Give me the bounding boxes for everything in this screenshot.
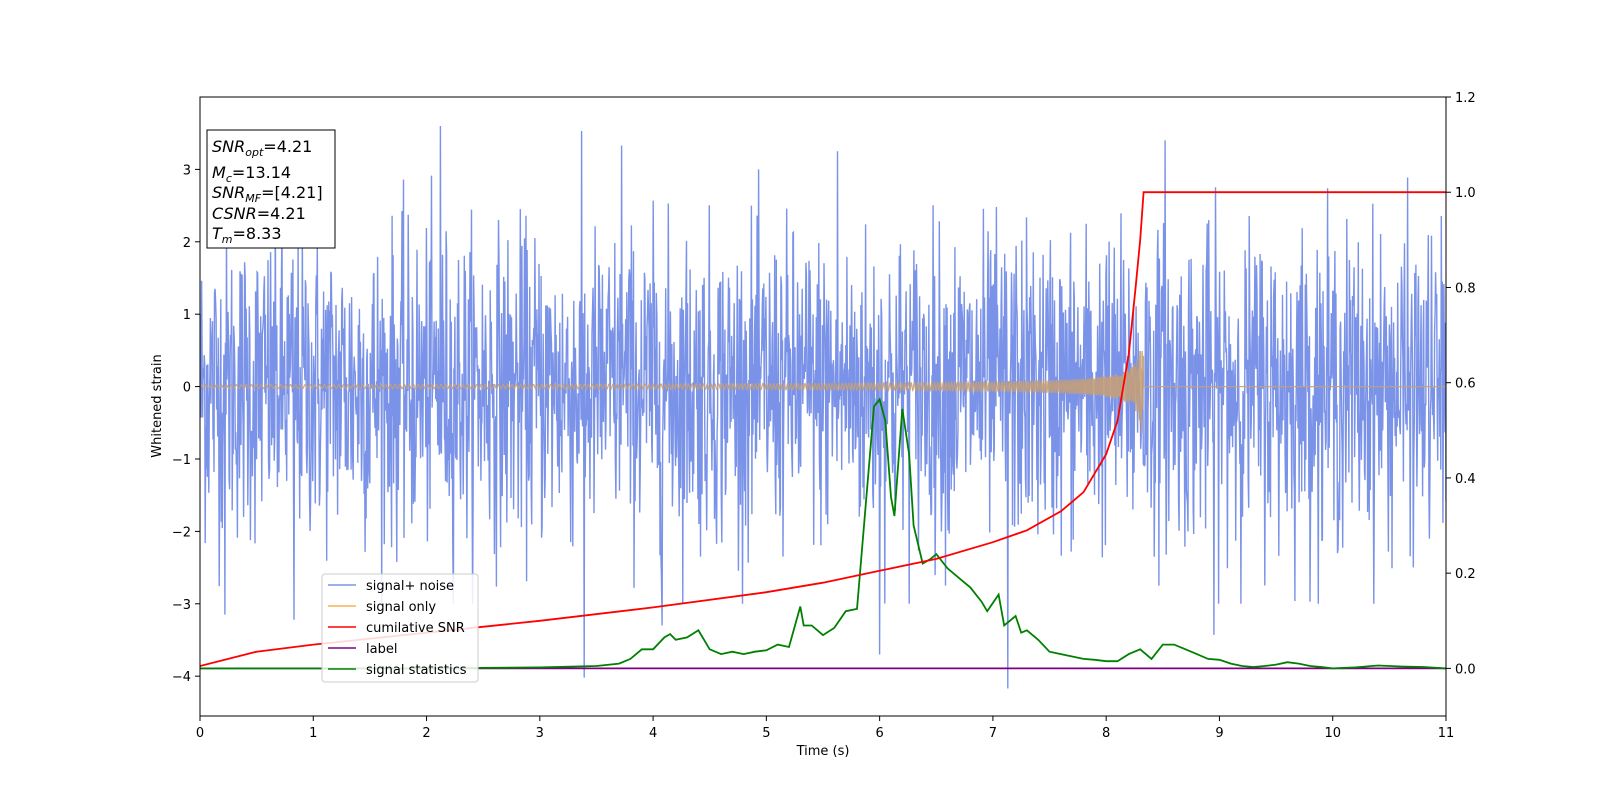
y-tick-label: −4	[172, 670, 191, 685]
legend-label-signal-statistics: signal statistics	[366, 663, 467, 678]
y2-tick-label: 1.0	[1455, 186, 1476, 201]
x-tick-label: 4	[649, 726, 657, 741]
legend: signal+ noise signal only cumilative SNR…	[321, 573, 479, 683]
y-axis-right: 1.2 1.0 0.8 0.6 0.4 0.2 0.0	[1446, 91, 1476, 677]
y-tick-label: −2	[172, 525, 191, 540]
x-tick-label: 6	[875, 726, 883, 741]
info-snr-mf: SNRMF=[4.21]	[212, 183, 323, 205]
x-tick-label: 2	[422, 726, 430, 741]
y-axis-label: Whitened strain	[150, 354, 165, 457]
signal-statistics-line	[200, 397, 1446, 670]
y-tick-label: 2	[183, 236, 191, 251]
legend-label-signal-only: signal only	[366, 600, 436, 615]
y-tick-label: −3	[172, 598, 191, 613]
x-axis-label: Time (s)	[796, 744, 850, 759]
y-tick-label: 1	[183, 308, 191, 323]
x-tick-label: 10	[1324, 726, 1341, 741]
y2-tick-label: 0.4	[1455, 472, 1476, 487]
info-snr-opt: SNRopt=4.21	[212, 137, 312, 159]
plot-frame	[199, 96, 1447, 717]
y-tick-label: 3	[183, 163, 191, 178]
y2-tick-label: 0.2	[1455, 567, 1476, 582]
x-tick-label: 3	[536, 726, 544, 741]
y-tick-label: 0	[183, 381, 191, 396]
y-tick-label: −1	[172, 453, 191, 468]
info-csnr: CSNR=4.21	[212, 204, 306, 223]
info-mc: Mc=13.14	[212, 163, 291, 185]
signal-noise-series	[200, 125, 1446, 689]
x-tick-label: 0	[196, 726, 204, 741]
signal-noise-line	[200, 125, 1446, 689]
signal-only-series	[200, 350, 1446, 434]
info-tm: Tm=8.33	[212, 224, 282, 246]
y2-tick-label: 0.0	[1455, 662, 1476, 677]
x-tick-label: 11	[1438, 726, 1455, 741]
y2-tick-label: 1.2	[1455, 91, 1476, 106]
x-tick-label: 8	[1102, 726, 1110, 741]
x-tick-label: 5	[762, 726, 770, 741]
legend-label-label: label	[366, 642, 397, 657]
legend-label-signal-noise: signal+ noise	[366, 579, 454, 594]
y2-tick-label: 0.6	[1455, 377, 1476, 392]
y-axis-left: 3 2 1 0 −1 −2 −3 −4	[172, 163, 200, 685]
x-tick-label: 1	[309, 726, 317, 741]
x-axis: 0 1 2 3 4 5 6 7 8 9 10 11	[196, 716, 1454, 741]
legend-label-cumulative-snr: cumilative SNR	[366, 621, 465, 636]
y2-tick-label: 0.8	[1455, 281, 1476, 296]
cumulative-snr-line	[200, 191, 1446, 667]
x-tick-label: 9	[1215, 726, 1223, 741]
info-box: SNRopt=4.21 Mc=13.14 SNRMF=[4.21] CSNR=4…	[206, 129, 336, 249]
signal-only-line	[200, 350, 1446, 434]
x-tick-label: 7	[989, 726, 997, 741]
